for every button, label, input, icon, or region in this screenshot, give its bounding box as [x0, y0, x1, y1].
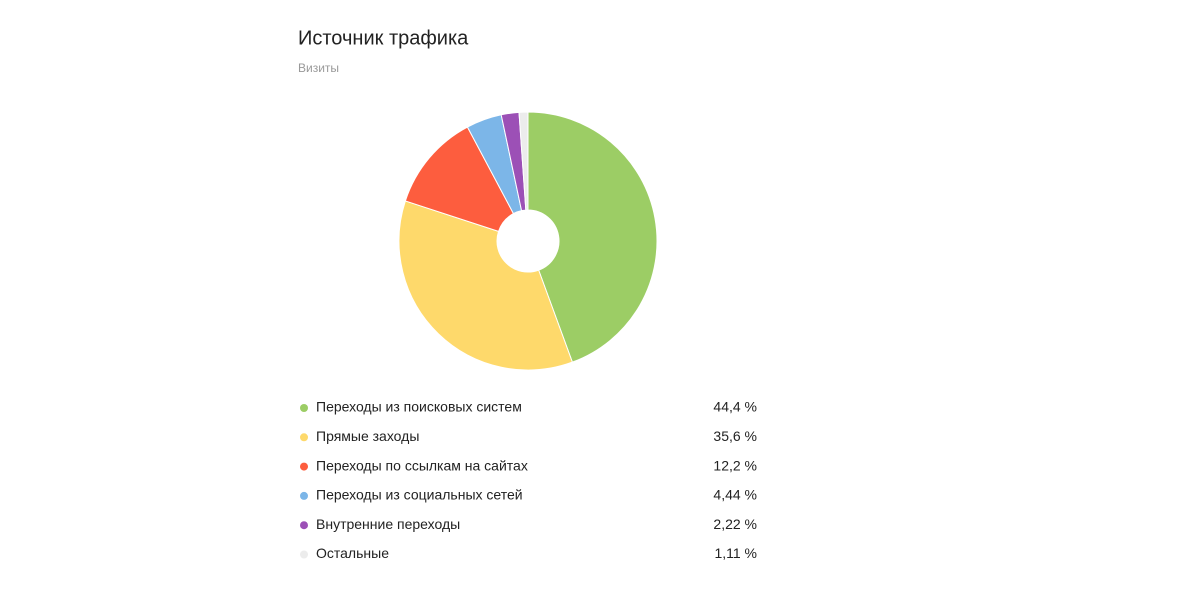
legend-label: Остальные — [316, 545, 389, 561]
value-label: 12,2 % — [713, 457, 757, 473]
legend-label: Переходы из социальных сетей — [316, 487, 523, 503]
chart-subtitle: Визиты — [298, 61, 339, 75]
value-label: 4,44 % — [713, 487, 757, 503]
value-label: 2,22 % — [713, 516, 757, 532]
value-label: 35,6 % — [713, 428, 757, 444]
pie-slice — [527, 111, 658, 363]
legend-swatch — [300, 433, 308, 442]
legend-swatch — [300, 521, 308, 530]
legend-swatch — [300, 404, 308, 412]
chart-title: Источник трафика — [298, 27, 469, 49]
legend-swatch — [300, 491, 308, 500]
legend-swatch — [300, 462, 308, 471]
legend-label: Переходы по ссылкам на сайтах — [316, 457, 528, 473]
pie-slice — [518, 111, 529, 211]
value-label: 44,4 % — [713, 399, 757, 415]
legend-label: Внутренние переходы — [316, 516, 460, 532]
legend-label: Переходы из поисковых систем — [316, 399, 522, 415]
value-label: 1,11 % — [714, 545, 757, 561]
pie-slice — [404, 126, 515, 233]
legend-label: Прямые заходы — [316, 428, 419, 444]
pie-slice — [398, 200, 573, 371]
legend-swatch — [300, 550, 308, 559]
